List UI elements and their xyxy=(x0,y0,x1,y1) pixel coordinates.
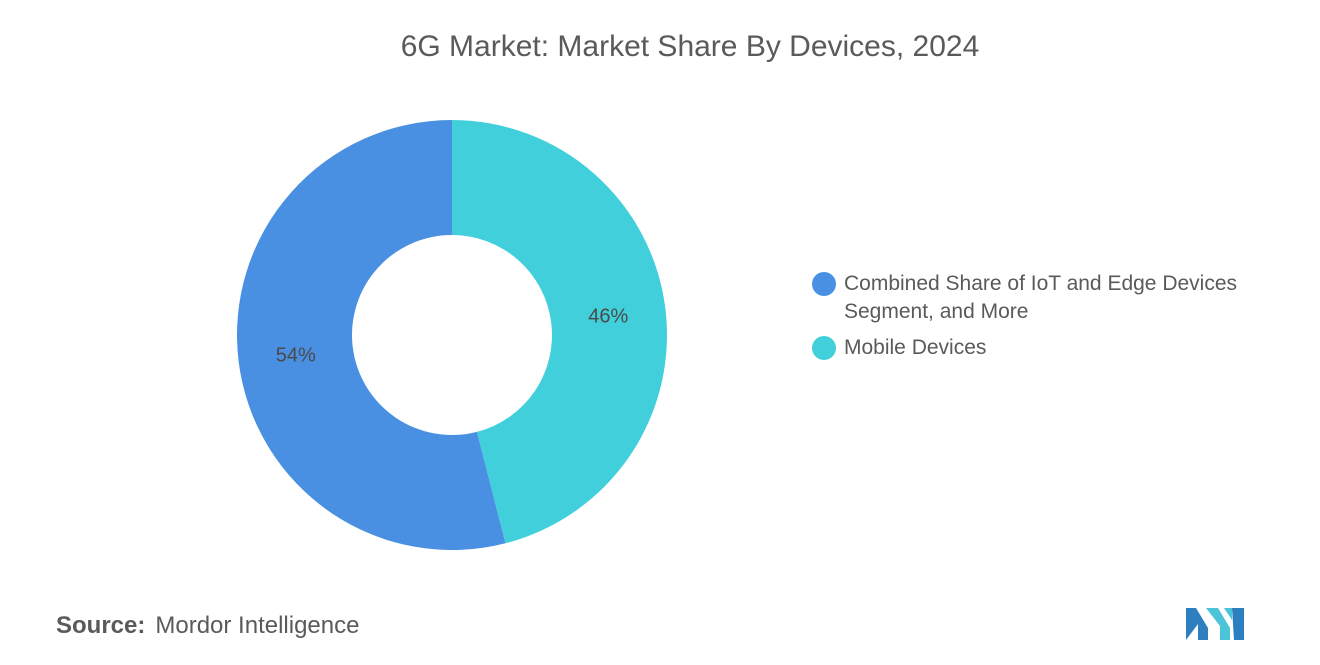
donut-chart: 46% 54% xyxy=(0,0,900,600)
legend-swatch-iot-edge xyxy=(812,272,836,296)
legend-item-mobile-devices: Mobile Devices xyxy=(812,334,1292,362)
legend-label-iot-edge: Combined Share of IoT and Edge Devices S… xyxy=(844,270,1284,326)
donut-data-label-1: 54% xyxy=(276,345,316,367)
legend-item-iot-edge: Combined Share of IoT and Edge Devices S… xyxy=(812,270,1292,326)
chart-legend: Combined Share of IoT and Edge Devices S… xyxy=(812,270,1292,370)
legend-label-mobile-devices: Mobile Devices xyxy=(844,334,1284,362)
legend-swatch-mobile-devices xyxy=(812,336,836,360)
source-value: Mordor Intelligence xyxy=(155,612,359,639)
mordor-intelligence-logo-icon xyxy=(1184,602,1250,642)
donut-data-label-0: 46% xyxy=(588,305,628,327)
source-label: Source: xyxy=(56,612,145,639)
source-note: Source: Mordor Intelligence xyxy=(56,612,359,640)
